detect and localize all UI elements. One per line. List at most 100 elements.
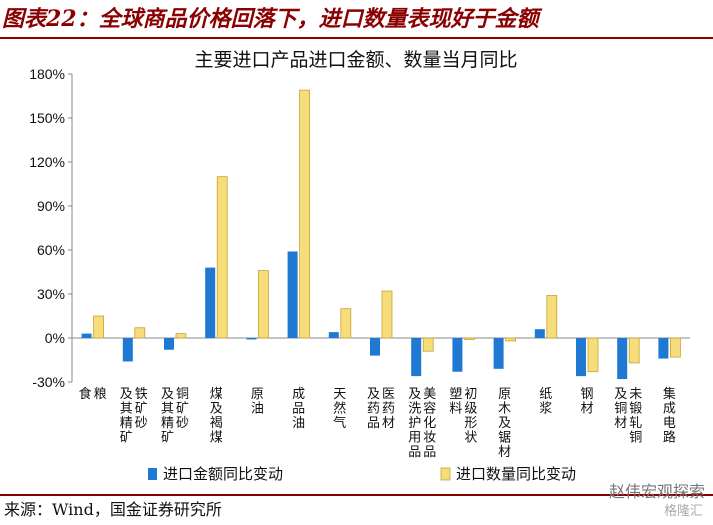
x-tick-label: 料	[449, 402, 462, 417]
source-rule	[0, 494, 713, 496]
bar-import-quantity	[381, 290, 393, 339]
x-tick-label: 然	[333, 401, 346, 417]
bar-import-quantity	[670, 337, 681, 358]
x-tick-label: 油	[292, 416, 305, 431]
x-tick-label: 钢	[580, 387, 593, 402]
x-tick-label: 其	[120, 402, 133, 417]
x-tick-label: 煤	[210, 431, 223, 446]
bar-import-value	[411, 338, 422, 377]
bar-import-quantity	[340, 308, 352, 339]
title-rule	[0, 37, 713, 39]
x-tick-label: 级	[464, 402, 477, 417]
bar-import-value	[658, 338, 669, 359]
x-tick-label: 砂	[135, 416, 148, 431]
chart-title: 主要进口产品进口金额、数量当月同比	[194, 49, 517, 71]
bar-import-quantity	[216, 176, 228, 339]
y-tick-label: 30%	[37, 286, 65, 302]
x-tick-label: 品	[423, 445, 436, 460]
bar-import-quantity	[93, 315, 104, 339]
y-tick-label: 60%	[37, 242, 65, 258]
x-tick-label: 精	[161, 416, 174, 431]
x-tick-label: 煤	[210, 387, 223, 402]
x-tick-label: 材	[580, 402, 593, 417]
bar-import-value	[452, 338, 463, 372]
x-tick-label: 及	[408, 387, 421, 402]
bar-import-value	[328, 332, 339, 338]
y-tick-label: 90%	[37, 198, 65, 214]
legend-label-quantity: 进口数量同比变动	[456, 465, 576, 483]
x-tick-label: 成	[663, 402, 676, 417]
y-tick-label: 150%	[29, 110, 65, 126]
x-tick-label: 及	[161, 387, 174, 402]
bar-import-quantity	[628, 337, 640, 364]
x-tick-label: 粮	[94, 387, 107, 402]
x-tick-label: 矿	[120, 431, 133, 446]
x-tick-label: 医	[382, 387, 395, 402]
x-tick-label: 气	[333, 415, 346, 431]
x-tick-label: 成	[292, 387, 305, 402]
x-tick-label: 铜	[629, 431, 642, 446]
watermark-logo: 格隆汇	[663, 504, 703, 519]
x-tick-label: 矿	[135, 402, 148, 417]
x-tick-label: 及	[498, 416, 511, 431]
x-tick-label: 铁	[135, 387, 148, 402]
x-tick-label: 锻	[629, 402, 642, 417]
x-tick-label: 及	[367, 387, 380, 402]
bar-import-value	[617, 338, 628, 380]
watermark-text: 赵伟宏观探索	[608, 482, 705, 501]
x-tick-label: 油	[251, 402, 264, 417]
x-tick-label: 轧	[629, 416, 642, 431]
bar-import-value	[81, 333, 92, 338]
x-tick-label: 木	[498, 402, 511, 417]
legend-label-value: 进口金额同比变动	[163, 465, 283, 483]
x-tick-label: 状	[464, 431, 477, 446]
x-tick-label: 容	[423, 401, 436, 417]
x-tick-label: 锯	[498, 431, 511, 446]
x-tick-label: 材	[498, 445, 511, 460]
y-tick-label: 0%	[45, 330, 65, 346]
x-tick-label: 形	[464, 416, 477, 431]
x-tick-label: 初	[464, 387, 477, 402]
bar-import-quantity	[257, 270, 269, 339]
bar-import-value	[122, 338, 133, 362]
bar-import-value	[534, 329, 545, 338]
x-tick-label: 塑	[449, 387, 462, 402]
x-tick-label: 砂	[176, 416, 189, 431]
x-tick-label: 浆	[539, 402, 552, 417]
x-tick-label: 天	[333, 387, 346, 402]
y-tick-label: -30%	[32, 374, 65, 390]
x-tick-label: 及	[614, 387, 627, 402]
x-tick-label: 矿	[161, 431, 174, 446]
x-tick-label: 美	[423, 387, 436, 402]
x-tick-label: 铜	[614, 402, 627, 417]
legend-swatch-value	[148, 468, 157, 480]
bar-import-value	[370, 338, 380, 356]
x-tick-label: 品	[408, 445, 421, 460]
x-tick-label: 用	[408, 431, 421, 446]
x-tick-label: 原	[498, 387, 511, 402]
y-tick-label: 180%	[29, 66, 65, 82]
x-tick-label: 原	[251, 387, 264, 402]
x-tick-label: 及	[210, 402, 223, 417]
x-tick-label: 洗	[408, 402, 421, 417]
x-tick-label: 品	[367, 416, 380, 431]
x-tick-label: 矿	[176, 402, 189, 417]
x-tick-label: 品	[292, 402, 305, 417]
x-tick-label: 食	[79, 386, 92, 402]
bar-import-quantity	[505, 337, 517, 342]
bar-import-value	[576, 338, 586, 377]
bar-import-value	[246, 338, 257, 340]
x-tick-label: 材	[614, 416, 627, 431]
x-tick-label: 妆	[423, 431, 436, 446]
x-tick-label: 护	[408, 416, 421, 431]
bar-import-quantity	[175, 333, 187, 339]
bar-import-value	[287, 251, 298, 338]
x-tick-label: 材	[382, 416, 395, 431]
x-tick-label: 集	[663, 386, 676, 402]
bar-import-quantity	[422, 337, 434, 352]
x-tick-label: 电	[663, 416, 676, 431]
x-tick-label: 药	[367, 402, 380, 417]
figure-title: 图表22：全球商品价格回落下，进口数量表现好于金额	[2, 6, 539, 32]
bar-import-quantity	[546, 295, 558, 339]
